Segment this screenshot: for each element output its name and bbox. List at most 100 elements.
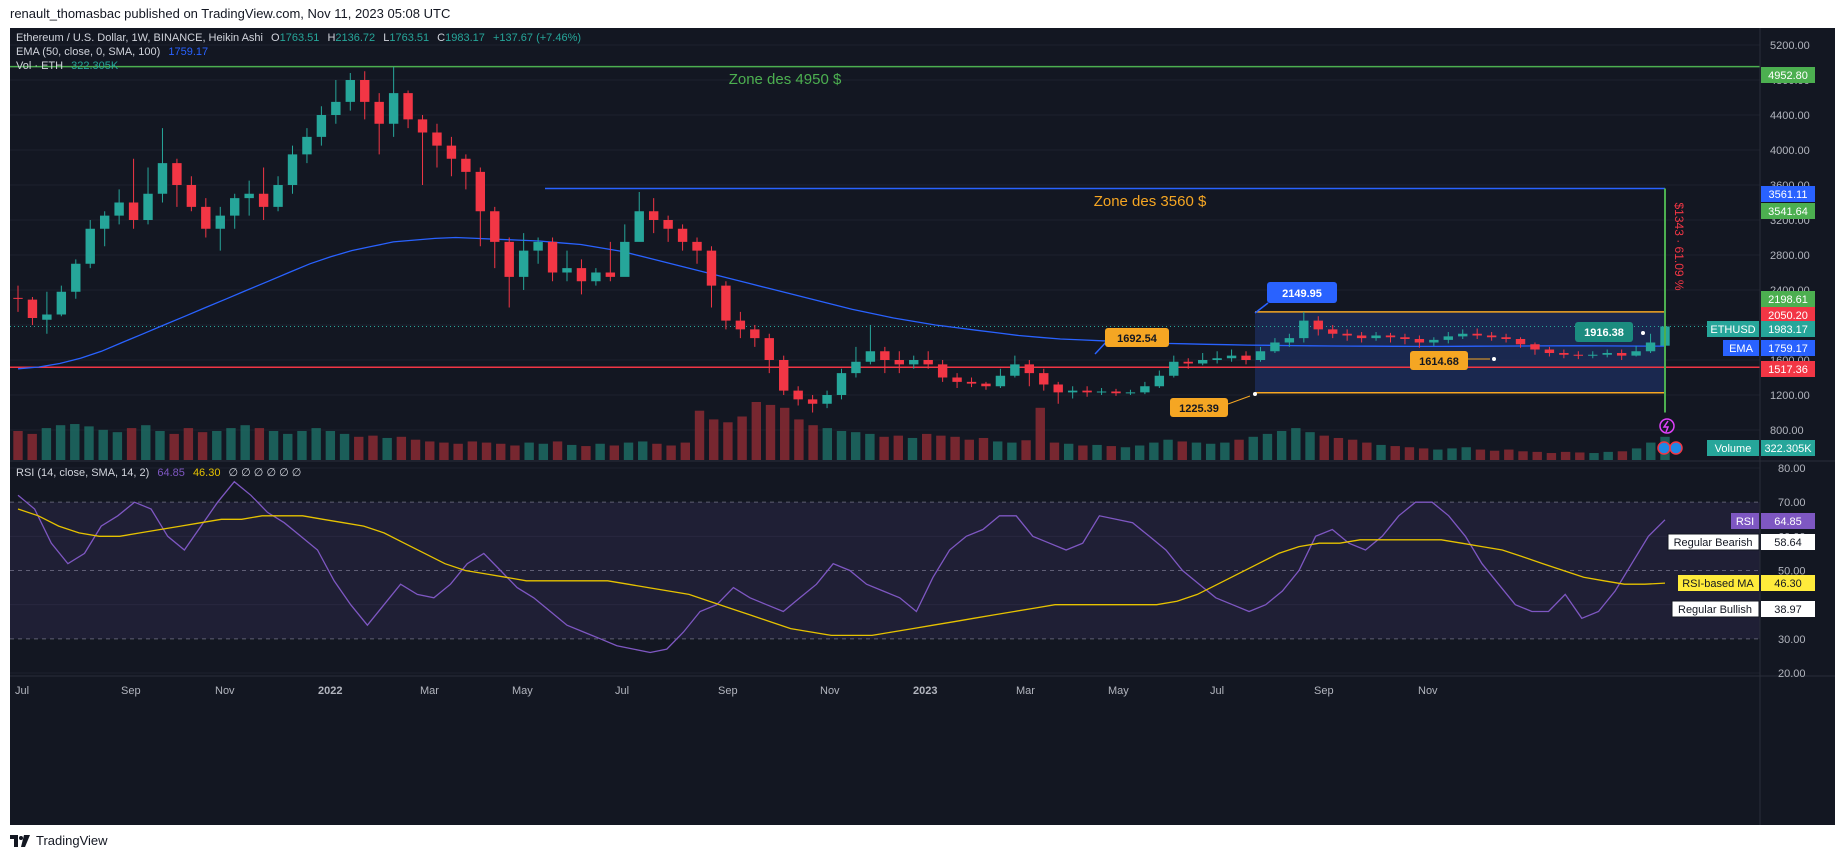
volume-bar [226, 428, 236, 460]
svg-text:1517.36: 1517.36 [1768, 364, 1808, 376]
svg-text:Vol · ETH 322.305K: Vol · ETH 322.305K [16, 60, 119, 72]
svg-text:Volume: Volume [1715, 443, 1752, 455]
candle-body [562, 268, 572, 273]
candle-body [244, 193, 254, 199]
candle-body [504, 241, 514, 277]
volume-bar [1560, 451, 1571, 460]
volume-bar [425, 441, 435, 460]
volume-bar [765, 404, 776, 460]
volume-bar [851, 432, 861, 460]
candle-body [1573, 354, 1584, 356]
candle-body [1226, 355, 1237, 359]
candle-body [1241, 355, 1251, 360]
ema-legend-label: EMA (50, close, 0, SMA, 100) [16, 46, 160, 58]
volume-bar [992, 441, 1003, 460]
svg-text:1759.17: 1759.17 [1768, 343, 1808, 355]
volume-bar [1589, 453, 1599, 460]
candle-body [1414, 339, 1425, 343]
volume-bar [780, 407, 790, 460]
candle-body [388, 93, 399, 124]
candle-body [1515, 339, 1526, 345]
volume-bar [1504, 449, 1514, 460]
volume-bar [794, 419, 804, 460]
candle-body [620, 241, 630, 277]
rsi-tick-label: 50.00 [1778, 566, 1806, 578]
volume-bar [666, 445, 676, 460]
svg-text:Regular Bearish: Regular Bearish [1674, 537, 1753, 549]
rsi-tick-label: 30.00 [1778, 634, 1806, 646]
volume-bar [1191, 442, 1202, 460]
volume-bar [893, 435, 903, 460]
candle-body [345, 80, 355, 102]
candle-body [547, 241, 558, 273]
ema-line [17, 236, 1665, 370]
candle-body [331, 101, 341, 115]
volume-bar [1362, 442, 1372, 460]
candle-body [793, 390, 803, 400]
volume-bar [836, 431, 847, 460]
volume-bar [453, 443, 463, 460]
candle-body [1067, 390, 1078, 393]
price-tick-label: 2800.00 [1770, 250, 1810, 262]
candle-body [1328, 329, 1338, 334]
candle-body [258, 193, 269, 207]
volume-bar [1092, 444, 1102, 460]
volume-bar [439, 442, 449, 460]
svg-text:64.85: 64.85 [1774, 516, 1802, 528]
volume-legend-label: Vol · ETH [16, 60, 63, 72]
candle-body [706, 250, 717, 286]
volume-bar [155, 431, 165, 460]
tag-2149: 2149.95 [1254, 282, 1337, 314]
svg-text:Regular Bullish: Regular Bullish [1678, 604, 1752, 616]
lightning-icon[interactable] [1659, 418, 1675, 434]
candle-body [721, 285, 731, 321]
candle-body [909, 360, 919, 365]
price-chart[interactable]: $1343 · 61.09 % Zone des 4950 $ Zone des… [10, 28, 1835, 825]
price-tick-label: 5200.00 [1770, 40, 1810, 52]
candle-body [966, 381, 977, 384]
candle-body [692, 241, 702, 251]
volume-bar [1319, 435, 1329, 460]
axis-tag-bearish: Regular Bearish 58.64 [1667, 533, 1815, 551]
candle-body [1631, 351, 1641, 356]
candle-body [490, 211, 500, 242]
candle-body [851, 361, 861, 374]
price-tick-label: 4000.00 [1770, 145, 1810, 157]
candle-body [1602, 353, 1612, 355]
svg-text:RSI-based MA: RSI-based MA [1682, 578, 1754, 590]
event-icons[interactable] [1657, 418, 1683, 455]
footer-bar: TradingView [0, 825, 1835, 857]
axis-tag-3561: 3561.11 [1761, 186, 1815, 202]
svg-text:38.97: 38.97 [1774, 604, 1802, 616]
axis-tag-bullish: Regular Bullish 38.97 [1671, 600, 1815, 618]
rsi-tick-label: 20.00 [1778, 668, 1806, 680]
volume-bar [212, 431, 222, 460]
us-flag-icon[interactable] [1657, 441, 1671, 455]
candle-body [576, 268, 587, 282]
tag-1225: 1225.39 [1170, 392, 1257, 417]
candle-body [894, 360, 904, 365]
measure-label: $1343 · 61.09 % [1672, 203, 1686, 291]
volume-bar [1262, 433, 1273, 460]
volume-bar [1433, 449, 1443, 460]
volume-bar [1021, 440, 1031, 460]
axis-tag-rsi: RSI 64.85 [1731, 513, 1815, 529]
us-flag-icon-2[interactable] [1669, 441, 1683, 455]
candle-body [937, 364, 948, 378]
volume-bar [1532, 451, 1542, 460]
candle-body [880, 351, 890, 360]
volume-bar [609, 445, 620, 460]
volume-bar [1276, 431, 1287, 460]
axis-tag-1517: 1517.36 [1761, 361, 1815, 377]
time-axis[interactable]: Jul Sep Nov 2022 Mar May Jul Sep Nov 2023 Mar May Ju… [15, 685, 1438, 697]
svg-text:2198.61: 2198.61 [1768, 294, 1808, 306]
symbol-description: Ethereum / U.S. Dollar, 1W, BINANCE, Hei… [16, 32, 263, 44]
rsi-grid [10, 467, 1760, 674]
candle-body [865, 351, 876, 362]
candle-body [1154, 375, 1165, 387]
volume-bar [936, 435, 946, 460]
candle-body [923, 360, 933, 365]
tradingview-logo[interactable]: TradingView [10, 833, 108, 848]
volume-bar [623, 442, 634, 460]
candle-body [13, 297, 23, 299]
